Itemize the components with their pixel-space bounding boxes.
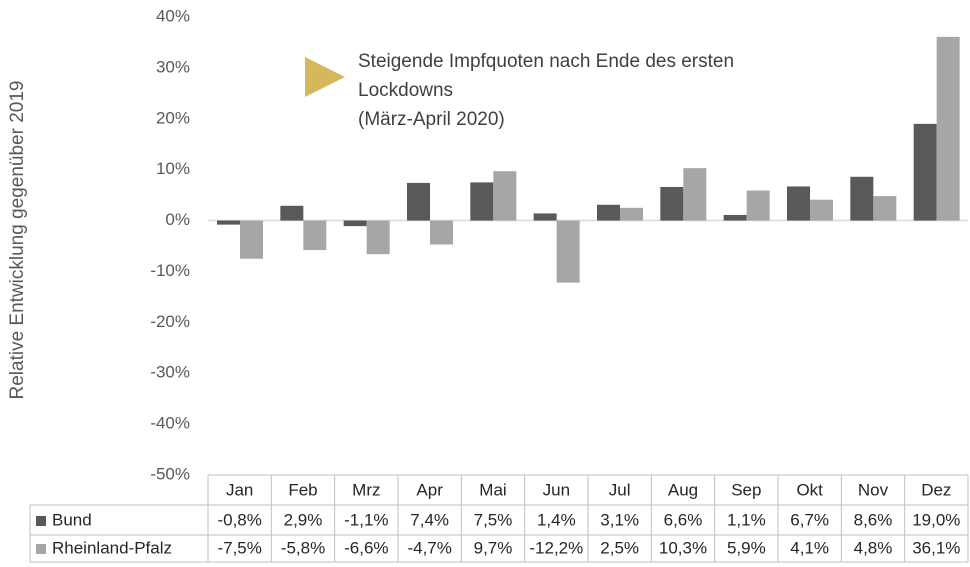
x-tick-label: Mrz <box>352 480 380 499</box>
table-value: 36,1% <box>912 538 960 557</box>
legend-label: Bund <box>52 510 92 529</box>
table-value: 7,5% <box>474 510 513 529</box>
x-tick-label: Jan <box>226 480 253 499</box>
bar <box>556 220 580 283</box>
y-tick-label: 10% <box>156 159 190 178</box>
table-value: -1,1% <box>344 510 388 529</box>
bar <box>533 213 557 221</box>
legend-swatch <box>36 544 46 554</box>
x-tick-label: Aug <box>668 480 698 499</box>
x-tick-label: Jun <box>543 480 570 499</box>
bar <box>343 220 367 227</box>
bar <box>240 220 263 259</box>
bar <box>660 186 684 221</box>
x-tick-label: Okt <box>796 480 823 499</box>
legend-label: Rheinland-Pfalz <box>52 538 172 557</box>
bar <box>597 204 620 221</box>
table-value: 3,1% <box>600 510 639 529</box>
y-tick-label: -40% <box>150 414 190 433</box>
bar <box>430 220 453 245</box>
bar <box>746 190 770 221</box>
table-value: 4,8% <box>854 538 893 557</box>
bar <box>850 176 874 221</box>
table-value: 2,9% <box>284 510 323 529</box>
table-value: 4,1% <box>790 538 829 557</box>
bar <box>217 220 240 225</box>
table-value: 8,6% <box>854 510 893 529</box>
bar <box>810 199 833 221</box>
y-tick-label: -50% <box>150 464 190 483</box>
annotation: (März-April 2020) <box>358 109 505 130</box>
bar <box>620 207 643 221</box>
bar <box>913 123 937 221</box>
annotation: Steigende Impfquoten nach Ende des erste… <box>358 51 734 72</box>
table-value: 1,1% <box>727 510 766 529</box>
table-value: -5,8% <box>281 538 325 557</box>
bar <box>407 182 430 221</box>
y-tick-label: 30% <box>156 57 190 76</box>
table-value: 19,0% <box>912 510 960 529</box>
table-value: 10,3% <box>659 538 707 557</box>
table-value: -7,5% <box>217 538 261 557</box>
y-tick-label: 0% <box>165 210 190 229</box>
y-tick-label: 20% <box>156 108 190 127</box>
table-value: 9,7% <box>474 538 513 557</box>
bar <box>493 171 517 221</box>
table-value: 5,9% <box>727 538 766 557</box>
table-value: -4,7% <box>407 538 451 557</box>
bar <box>470 182 494 221</box>
table-value: 7,4% <box>410 510 449 529</box>
bar <box>683 168 707 221</box>
x-tick-label: Nov <box>858 480 889 499</box>
table-value: 6,7% <box>790 510 829 529</box>
bar <box>723 214 747 221</box>
y-tick-label: 40% <box>156 6 190 25</box>
x-tick-label: Feb <box>288 480 317 499</box>
table-value: 2,5% <box>600 538 639 557</box>
table-value: -12,2% <box>529 538 583 557</box>
x-tick-label: Dez <box>921 480 951 499</box>
legend-swatch <box>36 516 46 526</box>
annotation: Lockdowns <box>358 80 453 101</box>
bar <box>303 220 327 251</box>
annotation-marker <box>305 57 345 97</box>
y-tick-label: -10% <box>150 261 190 280</box>
x-tick-label: Mai <box>479 480 506 499</box>
bar <box>280 205 304 221</box>
y-tick-label: -30% <box>150 363 190 382</box>
table-value: 1,4% <box>537 510 576 529</box>
y-tick-label: -20% <box>150 312 190 331</box>
bar <box>936 36 960 221</box>
bar <box>787 186 810 221</box>
bar <box>873 196 897 221</box>
x-tick-label: Jul <box>609 480 631 499</box>
y-axis-label: Relative Entwicklung gegenüber 2019 <box>7 81 28 400</box>
table-value: 6,6% <box>664 510 703 529</box>
x-tick-label: Sep <box>731 480 761 499</box>
table-value: -6,6% <box>344 538 388 557</box>
table-value: -0,8% <box>217 510 261 529</box>
x-tick-label: Apr <box>416 480 443 499</box>
bar <box>366 220 390 255</box>
